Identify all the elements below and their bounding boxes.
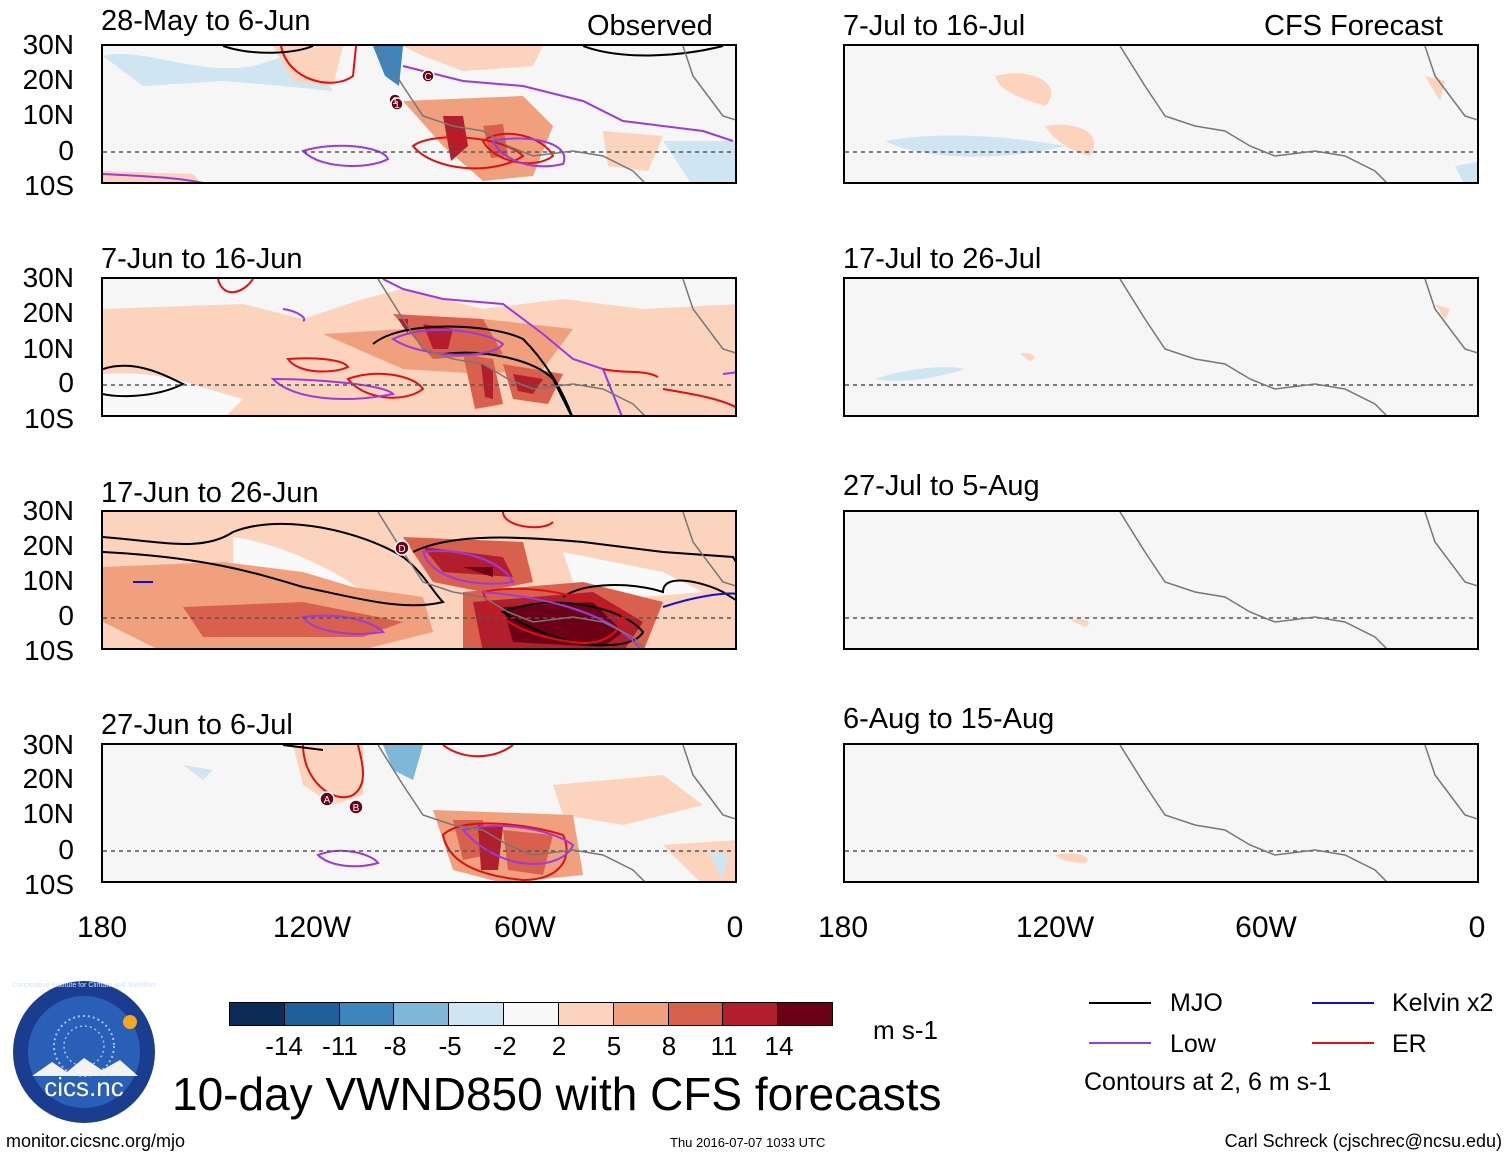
colorbar-swatch — [230, 1003, 285, 1025]
main-title: 10-day VWND850 with CFS forecasts — [172, 1068, 942, 1120]
legend-label-mjo: MJO — [1170, 989, 1223, 1017]
map-panel-forecast-2 — [843, 277, 1479, 417]
x-tick-60w: 60W — [494, 911, 556, 944]
logo-text: cics.nc — [44, 1072, 124, 1102]
panel-title-obs-3: 17-Jun to 26-Jun — [101, 477, 319, 509]
legend-label-low: Low — [1170, 1030, 1216, 1058]
colorbar-unit: m s-1 — [873, 1015, 938, 1045]
panel-title-fc-1: 7-Jul to 16-Jul — [843, 10, 1026, 42]
colorbar-label: -2 — [493, 1031, 517, 1061]
y-tick-30n: 30N — [22, 495, 74, 526]
colorbar-swatch — [504, 1003, 559, 1025]
colorbar-swatch — [668, 1003, 724, 1025]
footer-timestamp: Thu 2016-07-07 1033 UTC — [670, 1135, 826, 1150]
y-tick-10n: 10N — [22, 99, 74, 130]
y-tick-20n: 20N — [22, 64, 74, 95]
y-tick-10n: 10N — [22, 798, 74, 829]
y-tick-20n: 20N — [22, 530, 74, 561]
y-tick-eq: 0 — [58, 600, 74, 631]
map-panel-observed-4: A B — [101, 743, 737, 883]
panel-title-fc-3: 27-Jul to 5-Aug — [843, 470, 1040, 502]
y-tick-10s: 10S — [24, 403, 74, 434]
colorbar-label: 2 — [551, 1031, 567, 1061]
y-tick-10n: 10N — [22, 565, 74, 596]
y-tick-10s: 10S — [24, 170, 74, 201]
x-tick-120w: 120W — [1015, 911, 1095, 944]
legend-label-er: ER — [1392, 1030, 1427, 1058]
panel-title-obs-2: 7-Jun to 16-Jun — [101, 243, 303, 275]
colorbar-swatch — [394, 1003, 450, 1025]
y-tick-eq: 0 — [58, 367, 74, 398]
colorbar-label: 5 — [606, 1031, 622, 1061]
legend-note: Contours at 2, 6 m s-1 — [1084, 1068, 1332, 1096]
x-tick-0: 0 — [726, 911, 744, 944]
panel-title-obs-4: 27-Jun to 6-Jul — [101, 709, 293, 741]
x-tick-120w: 120W — [272, 911, 352, 944]
panel-title-obs-1: 28-May to 6-Jun — [101, 5, 311, 37]
cics-logo: cics.nc Cooperative Institute for Climat… — [12, 980, 156, 1124]
footer-author: Carl Schreck (cjschrec@ncsu.edu) — [1224, 1131, 1502, 1151]
y-tick-10n: 10N — [22, 333, 74, 364]
legend-line-low — [1089, 1042, 1151, 1044]
forecast-header: CFS Forecast — [1264, 10, 1443, 42]
panel-title-fc-4: 6-Aug to 15-Aug — [843, 703, 1055, 735]
map-panel-forecast-1 — [843, 44, 1479, 184]
x-tick-180: 180 — [76, 911, 128, 944]
y-tick-10s: 10S — [24, 635, 74, 666]
colorbar-swatch — [778, 1003, 832, 1025]
x-tick-0: 0 — [1468, 911, 1486, 944]
map-panel-observed-1: C 1 1 — [101, 44, 737, 184]
colorbar-swatch — [613, 1003, 669, 1025]
colorbar-swatch — [449, 1003, 505, 1025]
observed-header: Observed — [587, 10, 713, 42]
storm-label-a: A — [324, 795, 331, 806]
colorbar-swatch — [284, 1003, 340, 1025]
map-panel-observed-3: D — [101, 510, 737, 650]
x-tick-180: 180 — [817, 911, 869, 944]
y-tick-30n: 30N — [22, 729, 74, 760]
colorbar-label: -11 — [322, 1031, 358, 1061]
storm-label-d: D — [398, 544, 405, 555]
map-panel-forecast-3 — [843, 510, 1479, 650]
legend-line-mjo — [1089, 1002, 1151, 1004]
y-tick-30n: 30N — [22, 29, 74, 60]
y-tick-20n: 20N — [22, 763, 74, 794]
panel-title-fc-2: 17-Jul to 26-Jul — [843, 243, 1042, 275]
y-tick-eq: 0 — [58, 834, 74, 865]
colorbar-label: -5 — [438, 1031, 462, 1061]
colorbar — [229, 1002, 833, 1026]
legend-line-er — [1312, 1042, 1374, 1044]
x-tick-60w: 60W — [1235, 911, 1297, 944]
y-tick-10s: 10S — [24, 869, 74, 900]
colorbar-label: -14 — [265, 1031, 303, 1061]
map-panel-observed-2 — [101, 277, 737, 417]
colorbar-label: 11 — [710, 1031, 738, 1061]
colorbar-swatch — [558, 1003, 614, 1025]
storm-label-c: C — [424, 72, 431, 83]
map-panel-forecast-4 — [843, 743, 1479, 883]
colorbar-label: 14 — [764, 1031, 794, 1061]
colorbar-swatch — [339, 1003, 395, 1025]
storm-label-1b: 1 — [394, 100, 400, 111]
storm-label-b: B — [353, 803, 360, 814]
y-tick-eq: 0 — [58, 135, 74, 166]
legend-line-kelvin — [1312, 1002, 1374, 1004]
footer-url: monitor.cicsnc.org/mjo — [6, 1131, 186, 1151]
logo-ring-text: Cooperative Institute for Climate and Sa… — [12, 982, 156, 989]
y-tick-20n: 20N — [22, 297, 74, 328]
legend-label-kelvin: Kelvin x2 — [1392, 989, 1494, 1017]
y-tick-30n: 30N — [22, 262, 74, 293]
colorbar-swatch — [723, 1003, 779, 1025]
colorbar-label: -8 — [383, 1031, 407, 1061]
colorbar-label: 8 — [661, 1031, 677, 1061]
storm-label-1a: 1 — [392, 96, 398, 107]
